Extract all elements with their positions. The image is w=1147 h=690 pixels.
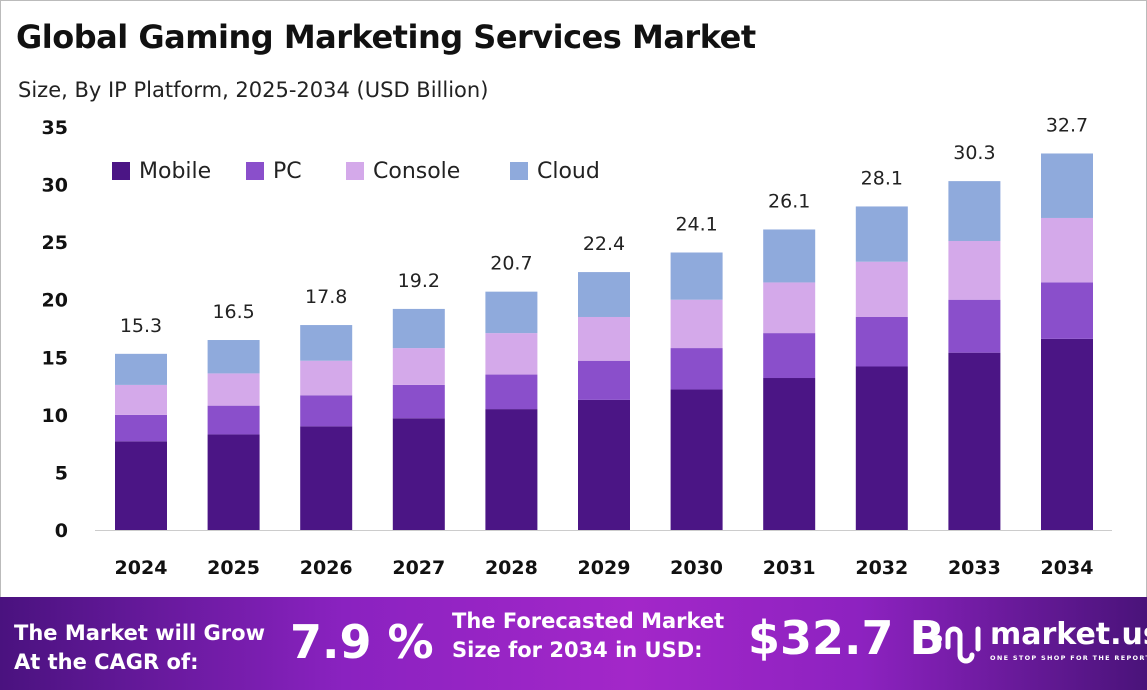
legend-swatch-mobile [112, 162, 130, 180]
stacked-bar-chart: 0510152025303515.3202416.5202517.8202619… [42, 114, 1112, 579]
total-label: 19.2 [398, 270, 440, 292]
total-label: 20.7 [490, 253, 532, 275]
y-tick-label: 30 [42, 175, 68, 197]
market-us-logo: market.us ONE STOP SHOP FOR THE REPORTS [932, 617, 1147, 667]
total-label: 16.5 [212, 301, 254, 323]
bar-cloud-2031 [763, 229, 816, 283]
bar-mobile-2025 [207, 434, 260, 530]
total-label: 22.4 [583, 233, 625, 255]
bar-pc-2025 [207, 405, 260, 435]
summary-banner: The Market will Grow At the CAGR of: 7.9 … [0, 597, 1147, 690]
forecast-label-line1: The Forecasted Market [452, 609, 725, 633]
logo-tagline: ONE STOP SHOP FOR THE REPORTS [990, 654, 1147, 662]
bar-mobile-2024 [115, 441, 167, 530]
bar-pc-2031 [763, 333, 816, 379]
logo-name: market.us [990, 617, 1147, 652]
x-tick-label: 2029 [578, 557, 631, 579]
bar-console-2028 [485, 333, 538, 375]
total-label: 26.1 [768, 190, 810, 212]
bar-cloud-2028 [485, 291, 538, 334]
bar-pc-2030 [670, 348, 723, 390]
y-tick-label: 20 [42, 290, 68, 312]
y-tick-label: 35 [42, 117, 68, 139]
bar-mobile-2031 [763, 378, 816, 530]
legend-label-mobile: Mobile [139, 159, 211, 184]
bar-cloud-2024 [115, 353, 167, 385]
y-tick-label: 25 [42, 232, 68, 254]
bar-mobile-2026 [300, 426, 353, 530]
total-label: 30.3 [953, 142, 995, 164]
chart-title: Global Gaming Marketing Services Market [16, 18, 756, 56]
x-tick-label: 2027 [392, 557, 445, 579]
bar-console-2029 [578, 316, 630, 361]
bar-mobile-2028 [485, 409, 538, 530]
cagr-label-line2: At the CAGR of: [14, 650, 199, 674]
bar-console-2034 [1041, 217, 1093, 283]
x-tick-label: 2025 [207, 557, 260, 579]
y-tick-label: 15 [42, 347, 68, 369]
total-label: 32.7 [1046, 114, 1088, 136]
bar-pc-2033 [948, 299, 1001, 353]
x-tick-label: 2024 [115, 557, 168, 579]
legend-label-console: Console [373, 159, 460, 184]
cagr-value: 7.9 % [290, 615, 434, 669]
bar-cloud-2034 [1041, 153, 1093, 218]
bar-console-2032 [855, 261, 908, 317]
bar-pc-2024 [115, 414, 167, 442]
total-label: 15.3 [120, 315, 162, 337]
bar-cloud-2032 [855, 206, 908, 262]
cagr-label: The Market will Grow At the CAGR of: [14, 619, 265, 677]
x-tick-label: 2034 [1041, 557, 1094, 579]
bar-console-2026 [300, 360, 353, 396]
bar-pc-2034 [1041, 282, 1093, 339]
y-tick-label: 10 [42, 405, 68, 427]
x-tick-label: 2028 [485, 557, 538, 579]
legend-label-cloud: Cloud [537, 159, 600, 184]
bar-pc-2026 [300, 395, 353, 427]
x-tick-label: 2032 [855, 557, 908, 579]
forecast-value: $32.7 B [748, 611, 945, 665]
bar-cloud-2027 [392, 308, 445, 349]
bar-console-2025 [207, 373, 260, 406]
chart-subtitle: Size, By IP Platform, 2025-2034 (USD Bil… [18, 78, 489, 102]
bar-console-2027 [392, 348, 445, 385]
forecast-label: The Forecasted Market Size for 2034 in US… [452, 607, 724, 665]
total-label: 28.1 [861, 167, 903, 189]
legend-swatch-cloud [510, 162, 528, 180]
bar-cloud-2026 [300, 325, 353, 361]
legend-swatch-pc [246, 162, 264, 180]
total-label: 17.8 [305, 286, 347, 308]
bar-pc-2028 [485, 374, 538, 410]
cagr-label-line1: The Market will Grow [14, 621, 265, 645]
bar-cloud-2029 [578, 272, 630, 317]
logo-mark-icon [934, 626, 981, 664]
x-tick-label: 2030 [670, 557, 723, 579]
bar-console-2031 [763, 282, 816, 334]
bar-pc-2032 [855, 316, 908, 367]
x-tick-label: 2026 [300, 557, 353, 579]
bar-console-2030 [670, 299, 723, 349]
legend-label-pc: PC [273, 159, 302, 184]
x-tick-label: 2031 [763, 557, 816, 579]
legend-swatch-console [346, 162, 364, 180]
bar-mobile-2032 [855, 366, 908, 530]
y-tick-label: 5 [55, 462, 68, 484]
y-tick-label: 0 [55, 520, 68, 542]
bar-mobile-2029 [578, 399, 630, 530]
forecast-label-line2: Size for 2034 in USD: [452, 638, 703, 662]
bar-cloud-2025 [207, 340, 260, 374]
bar-mobile-2027 [392, 418, 445, 530]
total-label: 24.1 [675, 214, 717, 236]
bar-cloud-2033 [948, 181, 1001, 241]
bar-mobile-2030 [670, 389, 723, 530]
x-tick-label: 2033 [948, 557, 1001, 579]
bar-pc-2027 [392, 384, 445, 419]
bar-console-2024 [115, 384, 167, 415]
bar-console-2033 [948, 240, 1001, 300]
bar-mobile-2034 [1041, 338, 1093, 530]
bar-mobile-2033 [948, 352, 1001, 530]
bar-cloud-2030 [670, 252, 723, 300]
bar-pc-2029 [578, 360, 630, 400]
